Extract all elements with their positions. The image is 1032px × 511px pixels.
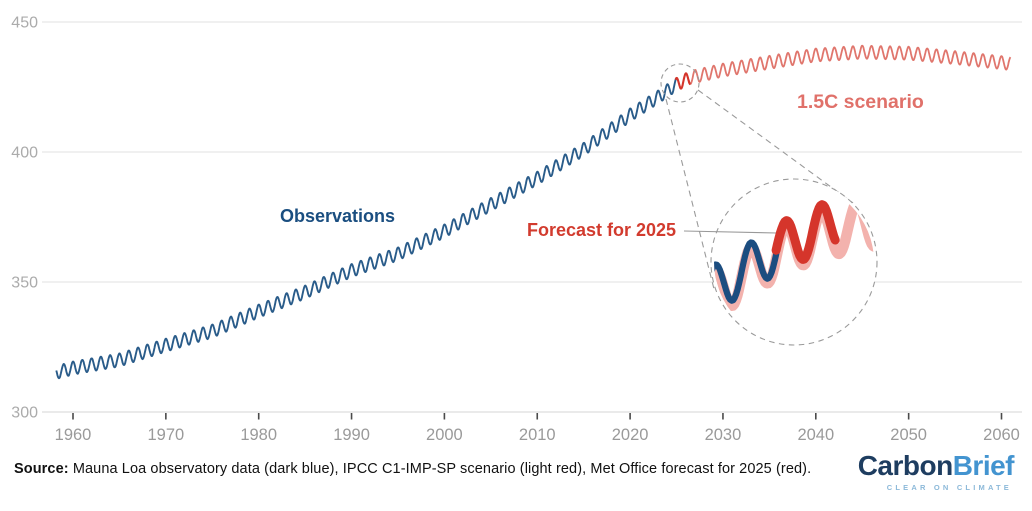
source-note: Source: Mauna Loa observatory data (dark…	[14, 461, 811, 477]
svg-text:2030: 2030	[705, 426, 742, 444]
co2-concentration-chart: 300 350 400 450 1960 1970 1980 1990 2000 2010 2020…	[11, 15, 1022, 444]
svg-text:2000: 2000	[426, 426, 463, 444]
logo-word-brief: Brief	[952, 450, 1015, 481]
svg-text:400: 400	[11, 145, 38, 162]
source-prefix: Source:	[14, 461, 69, 477]
svg-text:1960: 1960	[55, 426, 92, 444]
svg-text:450: 450	[11, 15, 38, 32]
svg-text:350: 350	[11, 275, 38, 292]
logo-word-carbon: Carbon	[857, 450, 954, 481]
logo-wordmark: CarbonBrief	[857, 450, 1015, 481]
svg-text:2040: 2040	[797, 426, 834, 444]
svg-text:1970: 1970	[147, 426, 184, 444]
figure-footer: Source: Mauna Loa observatory data (dark…	[0, 452, 1032, 511]
source-text: Mauna Loa observatory data (dark blue), …	[68, 461, 812, 477]
observations-series-label: Observations	[280, 206, 396, 226]
svg-text:1990: 1990	[333, 426, 370, 444]
svg-text:2060: 2060	[983, 426, 1020, 444]
scenario-series-label: 1.5C scenario	[797, 91, 924, 113]
svg-text:1980: 1980	[240, 426, 277, 444]
svg-text:2050: 2050	[890, 426, 927, 444]
svg-text:2020: 2020	[612, 426, 649, 444]
carbonbrief-logo: CarbonBrief CLEAR ON CLIMATE	[857, 450, 1015, 492]
logo-tagline: CLEAR ON CLIMATE	[886, 483, 1012, 492]
forecast-series-label: Forecast for 2025	[527, 220, 677, 240]
svg-text:2010: 2010	[519, 426, 556, 444]
svg-text:300: 300	[11, 405, 38, 422]
